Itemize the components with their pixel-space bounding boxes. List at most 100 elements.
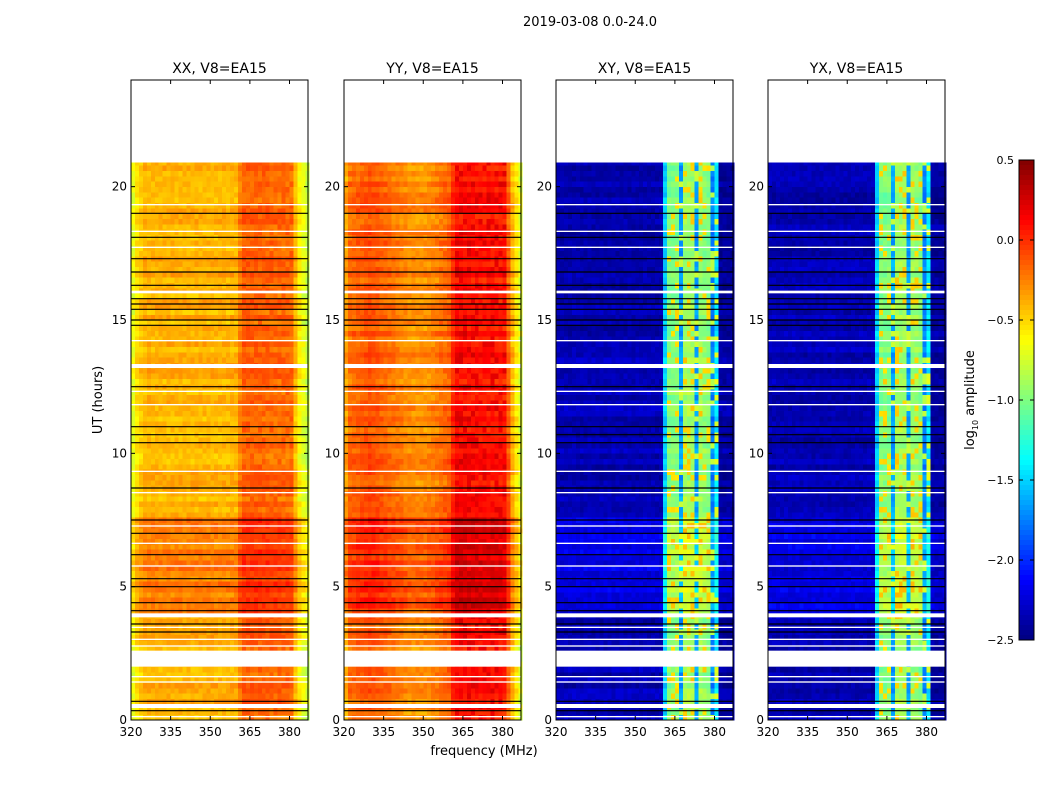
heatmap-cell bbox=[186, 251, 190, 257]
heatmap-cell bbox=[206, 176, 210, 182]
heatmap-cell bbox=[242, 603, 246, 609]
heatmap-cell bbox=[246, 176, 250, 182]
heatmap-cell bbox=[210, 187, 214, 193]
heatmap-cell bbox=[194, 592, 198, 598]
heatmap-cell bbox=[202, 480, 206, 486]
heatmap-cell bbox=[175, 331, 179, 337]
heatmap-cell bbox=[234, 480, 238, 486]
heatmap-cell bbox=[222, 507, 226, 513]
heatmap-cell bbox=[246, 459, 250, 465]
heatmap-cell bbox=[186, 640, 190, 646]
heatmap-cell bbox=[143, 693, 147, 699]
heatmap-cell bbox=[210, 560, 214, 566]
heatmap-cell bbox=[234, 379, 238, 385]
heatmap-cell bbox=[175, 181, 179, 187]
heatmap-cell bbox=[202, 427, 206, 433]
heatmap-cell bbox=[266, 453, 270, 459]
heatmap-cell bbox=[202, 459, 206, 465]
heatmap-cell bbox=[139, 464, 143, 470]
heatmap-cell bbox=[274, 352, 278, 358]
heatmap-cell bbox=[135, 448, 139, 454]
heatmap-cell bbox=[155, 277, 159, 283]
heatmap-cell bbox=[159, 272, 163, 278]
heatmap-cell bbox=[238, 533, 242, 539]
heatmap-cell bbox=[167, 555, 171, 561]
heatmap-cell bbox=[147, 181, 151, 187]
heatmap-cell bbox=[214, 197, 218, 203]
heatmap-cell bbox=[139, 171, 143, 177]
heatmap-cell bbox=[246, 453, 250, 459]
heatmap-cell bbox=[356, 693, 360, 699]
heatmap-cell bbox=[206, 501, 210, 507]
heatmap-cell bbox=[258, 192, 262, 198]
heatmap-cell bbox=[163, 224, 167, 230]
heatmap-cell bbox=[262, 587, 266, 593]
heatmap-cell bbox=[194, 480, 198, 486]
heatmap-cell bbox=[266, 683, 270, 689]
heatmap-cell bbox=[226, 592, 230, 598]
heatmap-cell bbox=[190, 379, 194, 385]
heatmap-cell bbox=[242, 229, 246, 235]
heatmap-cell bbox=[242, 416, 246, 422]
heatmap-cell bbox=[301, 395, 305, 401]
heatmap-cell bbox=[139, 416, 143, 422]
heatmap-cell bbox=[293, 197, 297, 203]
heatmap-cell bbox=[175, 560, 179, 566]
heatmap-cell bbox=[171, 512, 175, 518]
heatmap-cell bbox=[183, 469, 187, 475]
heatmap-cell bbox=[147, 544, 151, 550]
heatmap-cell bbox=[286, 555, 290, 561]
heatmap-cell bbox=[238, 277, 242, 283]
heatmap-cell bbox=[278, 480, 282, 486]
heatmap-cell bbox=[198, 229, 202, 235]
heatmap-cell bbox=[179, 213, 183, 219]
heatmap-cell bbox=[214, 443, 218, 449]
heatmap-cell bbox=[238, 587, 242, 593]
heatmap-cell bbox=[262, 491, 266, 497]
heatmap-cell bbox=[155, 459, 159, 465]
heatmap-cell bbox=[202, 347, 206, 353]
heatmap-cell bbox=[258, 571, 262, 577]
heatmap-cell bbox=[214, 341, 218, 347]
heatmap-cell bbox=[210, 379, 214, 385]
heatmap-cell bbox=[175, 163, 179, 166]
heatmap-cell bbox=[171, 411, 175, 417]
heatmap-cell bbox=[226, 464, 230, 470]
heatmap-cell bbox=[238, 352, 242, 358]
heatmap-cell bbox=[282, 683, 286, 689]
heatmap-cell bbox=[155, 229, 159, 235]
heatmap-cell bbox=[135, 507, 139, 513]
heatmap-cell bbox=[171, 309, 175, 315]
heatmap-cell bbox=[250, 229, 254, 235]
heatmap-cell bbox=[230, 640, 234, 646]
heatmap-cell bbox=[139, 560, 143, 566]
heatmap-cell bbox=[222, 163, 226, 166]
heatmap-cell bbox=[194, 163, 198, 166]
heatmap-cell bbox=[179, 373, 183, 379]
heatmap-cell bbox=[234, 325, 238, 331]
heatmap-cell bbox=[242, 443, 246, 449]
heatmap-cell bbox=[194, 555, 198, 561]
heatmap-cell bbox=[282, 187, 286, 193]
heatmap-cell bbox=[202, 181, 206, 187]
heatmap-cell bbox=[270, 587, 274, 593]
heatmap-cell bbox=[258, 405, 262, 411]
heatmap-cell bbox=[297, 427, 301, 433]
heatmap-cell bbox=[194, 176, 198, 182]
heatmap-cell bbox=[226, 683, 230, 689]
heatmap-cell bbox=[163, 245, 167, 251]
heatmap-cell bbox=[139, 213, 143, 219]
heatmap-cell bbox=[139, 688, 143, 694]
heatmap-cell bbox=[186, 501, 190, 507]
heatmap-cell bbox=[179, 163, 183, 166]
heatmap-cell bbox=[167, 453, 171, 459]
heatmap-cell bbox=[206, 405, 210, 411]
heatmap-cell bbox=[274, 416, 278, 422]
heatmap-cell bbox=[218, 219, 222, 225]
heatmap-cell bbox=[301, 667, 305, 673]
heatmap-cell bbox=[183, 240, 187, 246]
heatmap-cell bbox=[238, 176, 242, 182]
heatmap-cell bbox=[151, 368, 155, 374]
heatmap-cell bbox=[159, 368, 163, 374]
